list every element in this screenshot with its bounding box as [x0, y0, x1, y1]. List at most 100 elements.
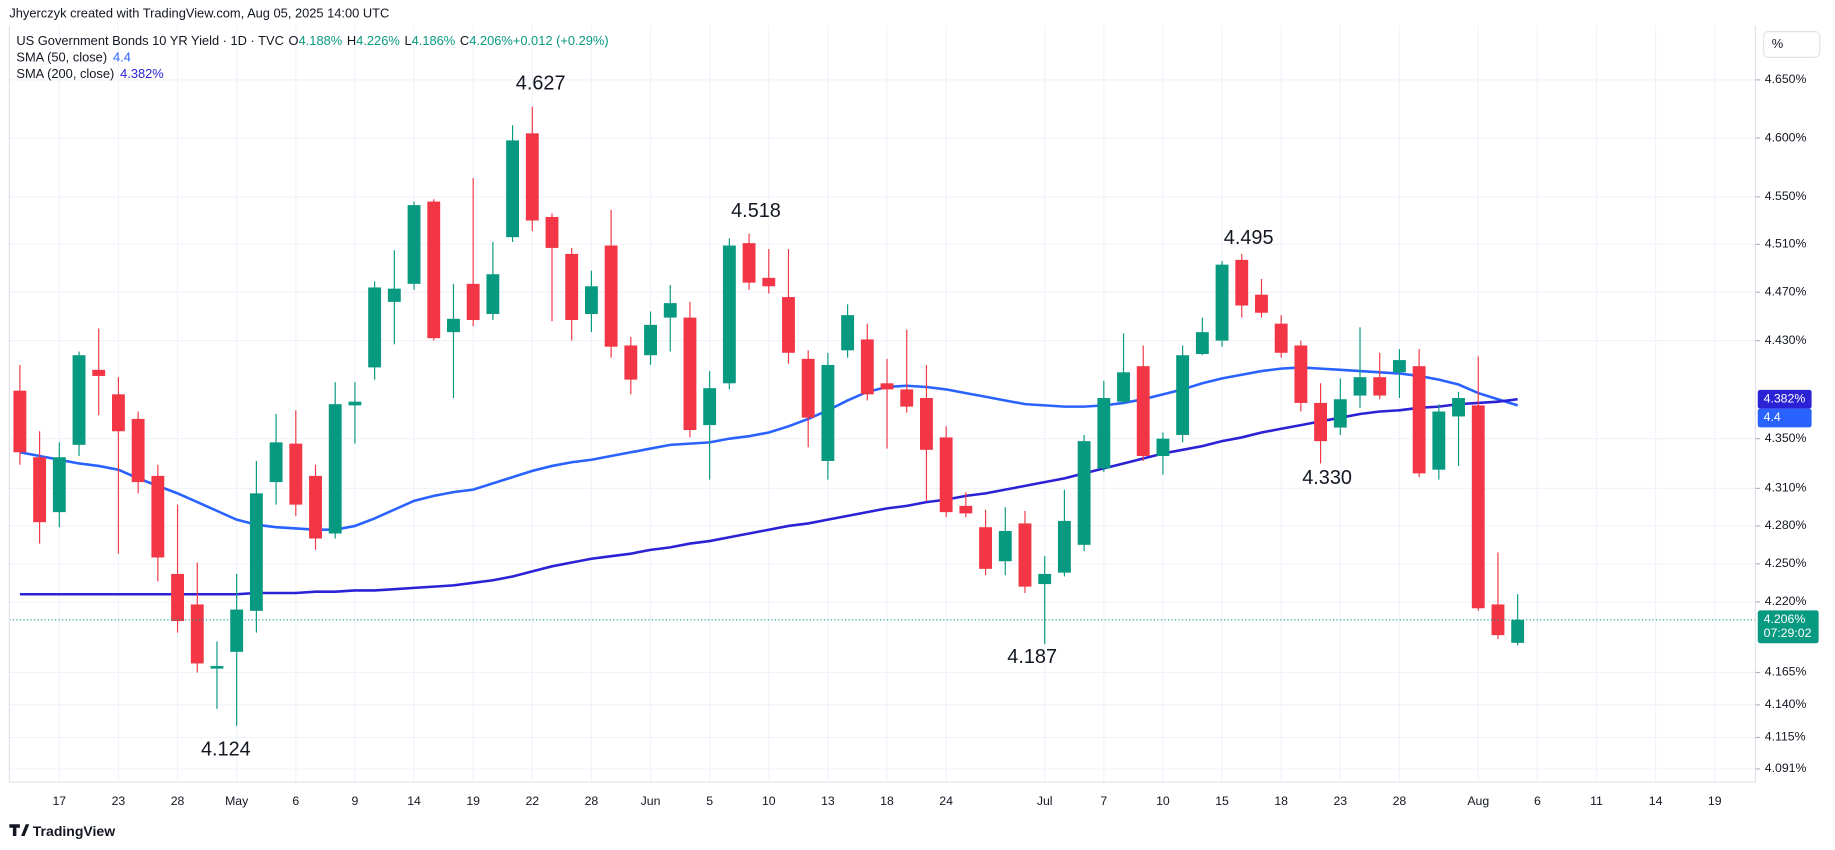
legend-name: SMA (200, close)	[16, 66, 114, 81]
ohlc-value: 4.188%	[299, 34, 343, 49]
x-tick-label: 13	[821, 794, 835, 808]
candle-body	[545, 216, 559, 248]
x-tick-label: 19	[1708, 794, 1722, 808]
scale-button[interactable]: %	[1763, 31, 1821, 58]
candle-body	[210, 666, 224, 669]
ohlc-value: +0.012 (+0.29%)	[513, 34, 609, 49]
candle-body	[782, 297, 795, 353]
candle-body	[92, 369, 106, 376]
candle-body	[1077, 441, 1091, 545]
annotation: 4.495	[1224, 227, 1274, 249]
x-tick-label: Aug	[1467, 794, 1489, 808]
x-tick-label: 10	[1156, 794, 1170, 808]
candle-body	[1511, 619, 1525, 643]
candle-body	[1373, 377, 1387, 396]
candle-body	[722, 245, 736, 384]
candle-body	[1432, 411, 1446, 470]
candle-body	[663, 303, 677, 318]
candle-body	[33, 457, 47, 523]
x-tick-label: May	[225, 794, 249, 808]
y-tick-label: 4.220%	[1765, 594, 1807, 608]
x-tick-label: 23	[1333, 794, 1347, 808]
candle-body	[1294, 345, 1308, 403]
candle-body	[1097, 398, 1111, 469]
y-tick-label: 4.470%	[1765, 285, 1807, 299]
y-tick-label: 4.430%	[1765, 333, 1807, 347]
x-tick-label: 28	[585, 794, 599, 808]
candle-body	[998, 530, 1012, 562]
candle-body	[801, 358, 815, 418]
plot	[13, 106, 1525, 726]
ohlc-label: L	[404, 34, 411, 49]
candle-body	[644, 324, 657, 356]
candle-body	[1353, 377, 1367, 396]
y-tick-label: 4.165%	[1765, 665, 1807, 679]
legend-name: SMA (50, close)	[16, 50, 107, 65]
candle-body	[348, 401, 362, 406]
legend-indicator: SMA (50, close) 4.4	[16, 50, 130, 65]
footer-brand: TradingView	[33, 823, 115, 839]
candle-body	[447, 318, 460, 333]
sma-tag-label: 4.4	[1764, 410, 1781, 424]
candle-body	[249, 493, 263, 611]
y-tick-label: 4.600%	[1765, 130, 1807, 144]
x-tick-label: 6	[1534, 794, 1541, 808]
x-tick-label: 7	[1100, 794, 1107, 808]
candle-body	[72, 355, 86, 445]
candle-body	[604, 245, 618, 347]
x-tick-label: 14	[407, 794, 421, 808]
candle-body	[289, 443, 303, 505]
candle-body	[328, 404, 342, 534]
y-tick-label: 4.140%	[1765, 697, 1807, 711]
scale-button-frame[interactable]	[1763, 31, 1821, 58]
scale-button-label[interactable]: %	[1772, 36, 1783, 51]
candle-body	[52, 457, 66, 513]
grid	[9, 25, 1756, 783]
candle-body	[486, 274, 500, 314]
x-tick-label: 23	[112, 794, 126, 808]
candle-body	[131, 418, 145, 483]
sma-tag	[1757, 408, 1812, 428]
candle-body	[762, 277, 776, 287]
x-tick-label: 11	[1590, 794, 1603, 808]
candle-body	[111, 394, 125, 432]
y-tick-label: 4.550%	[1765, 189, 1807, 203]
legend-indicator: SMA (200, close) 4.382%	[16, 66, 163, 81]
y-tick-label: 4.310%	[1765, 481, 1807, 495]
x-tick-label: 10	[762, 794, 776, 808]
candle-body	[900, 389, 914, 407]
candle-body	[841, 315, 855, 351]
x-tick-label: 6	[292, 794, 299, 808]
y-tick-label: 4.280%	[1765, 518, 1807, 532]
candle-body	[1136, 366, 1150, 457]
candle-body	[1156, 438, 1170, 457]
candle-body	[151, 475, 165, 558]
candle-body	[506, 140, 520, 238]
candle-body	[1333, 399, 1347, 428]
candle-body	[1117, 372, 1130, 402]
candle-body	[1471, 405, 1485, 609]
candle-body	[939, 437, 953, 513]
ohlc-value: 4.186%	[412, 34, 456, 49]
sma-tag	[1757, 389, 1812, 409]
candle-body	[920, 398, 933, 450]
y-tick-label: 4.510%	[1765, 237, 1807, 251]
symbol-name: US Government Bonds 10 YR Yield · 1D · T…	[16, 34, 284, 49]
sma-line	[19, 366, 1519, 532]
candle-body	[309, 475, 322, 539]
x-tick-label: 9	[352, 794, 359, 808]
legend-symbol: US Government Bonds 10 YR Yield · 1D · T…	[16, 34, 608, 49]
candle-body	[171, 573, 184, 622]
price-tag-label: 4.206%	[1764, 612, 1806, 626]
candle-body	[703, 388, 717, 426]
ohlc-value: 4.226%	[356, 34, 400, 49]
logo-icon	[9, 824, 30, 836]
candle-body	[880, 383, 894, 390]
x-tick-label: Jul	[1037, 794, 1053, 808]
candle-body	[1176, 355, 1190, 435]
y-tick-label: 4.091%	[1765, 761, 1807, 775]
candle-body	[1255, 294, 1268, 313]
x-tick-label: 5	[706, 794, 713, 808]
countdown: 07:29:02	[1764, 626, 1812, 640]
